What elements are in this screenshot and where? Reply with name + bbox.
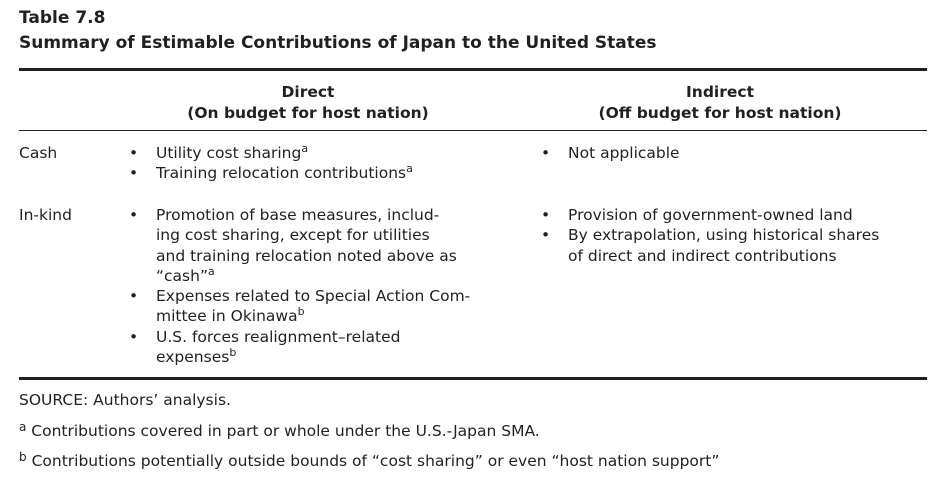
row-label-inkind: In-kind bbox=[19, 206, 72, 224]
list-item: Provision of government-owned land bbox=[541, 205, 879, 226]
list-item-line: “cash”a bbox=[156, 266, 470, 286]
list-item: Not applicable bbox=[541, 143, 680, 164]
list-item-line: Not applicable bbox=[568, 144, 680, 162]
list-item-line: Provision of government-owned land bbox=[568, 206, 853, 224]
footnote-b-mark: b bbox=[19, 450, 27, 464]
list-item-text: “cash” bbox=[156, 266, 208, 285]
column-header-direct-sublabel: (On budget for host nation) bbox=[187, 104, 429, 122]
source-note: SOURCE: Authors’ analysis. bbox=[19, 391, 231, 409]
footnote-b-text: Contributions potentially outside bounds… bbox=[31, 452, 720, 470]
list-item: By extrapolation, using historical share… bbox=[541, 225, 879, 266]
list-item-line: Expenses related to Special Action Com- bbox=[156, 287, 471, 306]
list-item-line: ing cost sharing, except for utilities bbox=[156, 226, 430, 245]
header-rule bbox=[19, 130, 927, 131]
list-item-line: and training relocation noted above as bbox=[156, 246, 457, 265]
list-item-line: Promotion of base measures, includ- bbox=[156, 206, 440, 224]
list-item-line: Training relocation contributionsa bbox=[156, 163, 413, 183]
list-item: Promotion of base measures, includ-ing c… bbox=[129, 205, 470, 286]
table-title: Summary of Estimable Contributions of Ja… bbox=[19, 33, 657, 53]
column-header-indirect-sublabel: (Off budget for host nation) bbox=[598, 104, 842, 122]
row-label-cash: Cash bbox=[19, 144, 58, 162]
column-header-indirect: Indirect (Off budget for host nation) bbox=[580, 82, 860, 124]
list-item: Utility cost sharinga bbox=[129, 143, 413, 164]
list-item-line: mittee in Okinawab bbox=[156, 306, 470, 326]
list-item: Expenses related to Special Action Com-m… bbox=[129, 286, 470, 327]
list-item-text: Training relocation contributions bbox=[156, 164, 407, 183]
inkind-direct-list: Promotion of base measures, includ-ing c… bbox=[129, 205, 470, 367]
table-number: Table 7.8 bbox=[19, 8, 106, 28]
footnote-marker: a bbox=[207, 264, 215, 278]
column-header-direct-label: Direct bbox=[281, 83, 335, 101]
list-item: Training relocation contributionsa bbox=[129, 163, 413, 184]
cash-direct-list: Utility cost sharingaTraining relocation… bbox=[129, 143, 413, 184]
column-header-indirect-label: Indirect bbox=[686, 83, 754, 101]
footnote-marker: a bbox=[301, 142, 309, 155]
bottom-rule bbox=[19, 377, 927, 380]
footnote-marker: a bbox=[406, 162, 413, 176]
list-item-line: expensesb bbox=[156, 347, 470, 367]
footnote-marker: b bbox=[297, 305, 305, 319]
list-item-text: expenses bbox=[156, 348, 230, 367]
cash-indirect-list: Not applicable bbox=[541, 143, 680, 164]
list-item-text: mittee in Okinawa bbox=[156, 307, 298, 326]
list-item-text: Utility cost sharing bbox=[156, 144, 302, 162]
top-rule bbox=[19, 68, 927, 71]
list-item-line: By extrapolation, using historical share… bbox=[568, 226, 880, 245]
list-item-line: U.S. forces realignment–related bbox=[156, 327, 401, 346]
list-item-line: of direct and indirect contributions bbox=[568, 246, 837, 265]
inkind-indirect-list: Provision of government-owned land By ext… bbox=[541, 205, 879, 266]
footnote-a-text: Contributions covered in part or whole u… bbox=[31, 422, 540, 440]
footnote-b: b Contributions potentially outside boun… bbox=[19, 451, 719, 471]
footnote-a-mark: a bbox=[19, 420, 27, 434]
list-item-line: Utility cost sharinga bbox=[156, 143, 413, 163]
footnote-a: a Contributions covered in part or whole… bbox=[19, 421, 540, 441]
column-header-direct: Direct (On budget for host nation) bbox=[178, 82, 438, 124]
footnote-marker: b bbox=[229, 346, 237, 360]
